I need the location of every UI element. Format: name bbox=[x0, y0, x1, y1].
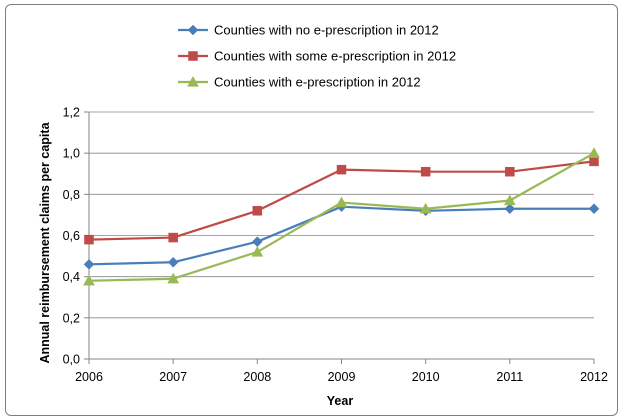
chart-frame bbox=[5, 4, 618, 416]
data-point bbox=[503, 194, 516, 206]
tick-labels: 0,0 0,2 0,4 0,6 0,8 1,0 1,2 2006 2007 2008 2009 201… bbox=[63, 106, 608, 385]
legend-label: Counties with some e-prescription in 201… bbox=[214, 49, 456, 64]
legend-item: Counties with no e-prescription in 2012 bbox=[178, 23, 439, 38]
data-point bbox=[83, 258, 95, 270]
data-point bbox=[419, 202, 432, 214]
y-tick-label: 0,0 bbox=[63, 353, 80, 367]
x-tick-label: 2008 bbox=[243, 370, 271, 384]
x-tick-label: 2007 bbox=[159, 370, 187, 384]
y-tick-label: 0,8 bbox=[63, 188, 80, 202]
legend-marker bbox=[187, 75, 199, 87]
y-tick-label: 1,2 bbox=[63, 106, 80, 120]
data-point bbox=[505, 166, 515, 177]
y-tick-label: 0,4 bbox=[63, 270, 80, 284]
legend-item: Counties with some e-prescription in 201… bbox=[178, 49, 456, 64]
data-point bbox=[84, 234, 94, 245]
x-tick-label: 2010 bbox=[412, 370, 440, 384]
data-point bbox=[588, 203, 600, 215]
data-point bbox=[167, 272, 180, 284]
x-tick-label: 2011 bbox=[496, 370, 523, 384]
data-point bbox=[83, 274, 95, 286]
data-point bbox=[589, 156, 599, 167]
data-point bbox=[336, 164, 347, 175]
gridlines bbox=[89, 111, 594, 319]
data-point bbox=[251, 245, 264, 257]
legend: Counties with no e-prescription in 2012 C… bbox=[178, 23, 456, 90]
legend-marker bbox=[187, 24, 199, 36]
x-tick-label: 2012 bbox=[580, 370, 608, 384]
y-tick-label: 0,2 bbox=[63, 311, 80, 325]
legend-marker bbox=[188, 51, 198, 61]
x-tick-label: 2009 bbox=[328, 370, 356, 384]
series-square bbox=[84, 156, 599, 245]
data-point bbox=[588, 147, 600, 158]
legend-label: Counties with no e-prescription in 2012 bbox=[214, 23, 439, 38]
legend-label: Counties with e-prescription in 2012 bbox=[214, 75, 421, 90]
data-point bbox=[252, 206, 263, 216]
data-point bbox=[251, 236, 263, 248]
x-tick-label: 2006 bbox=[75, 370, 103, 384]
x-axis-title: Year bbox=[327, 394, 354, 408]
series-triangle bbox=[83, 147, 600, 286]
data-point bbox=[420, 166, 431, 177]
y-tick-label: 1,0 bbox=[63, 147, 80, 161]
data-point bbox=[168, 232, 178, 243]
y-axis-title: Annual reimbursement claims per capita bbox=[38, 121, 52, 363]
legend-item: Counties with e-prescription in 2012 bbox=[178, 75, 421, 90]
data-point bbox=[504, 203, 516, 215]
data-point bbox=[167, 256, 179, 268]
series-group bbox=[83, 147, 600, 286]
y-tick-label: 0,6 bbox=[63, 229, 80, 243]
data-point bbox=[335, 196, 348, 208]
